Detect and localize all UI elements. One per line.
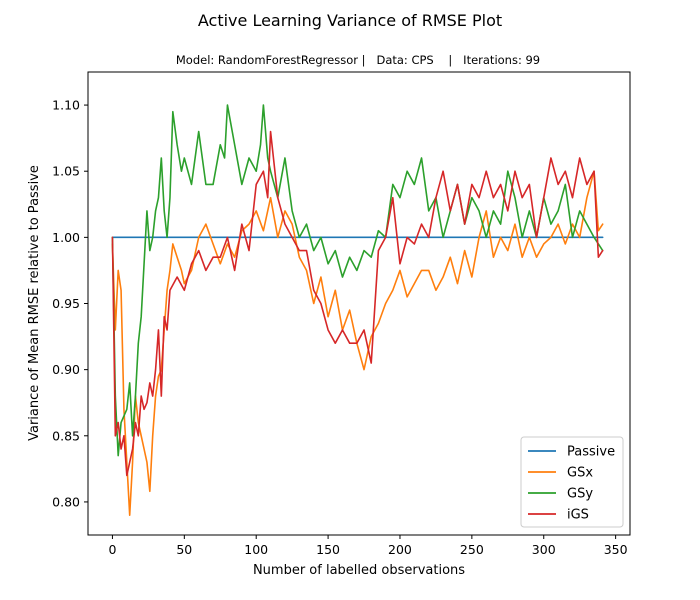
legend-label-passive: Passive — [567, 445, 615, 460]
chart-title: Active Learning Variance of RMSE Plot — [198, 11, 502, 30]
series-line-gsy — [111, 104, 604, 457]
y-axis-label: Variance of Mean RMSE relative to Passiv… — [27, 165, 42, 441]
legend-label-gsx: GSx — [567, 466, 593, 481]
plot-area — [87, 71, 631, 536]
x-tick-label: 0 — [108, 542, 116, 557]
legend: Passive GSx GSy iGS — [520, 436, 624, 528]
y-tick-label: 0.95 — [52, 296, 80, 311]
x-tick-label: 200 — [388, 542, 412, 557]
y-tick-label: 1.05 — [52, 164, 80, 179]
x-axis: 0 50 100 150 200 250 300 350 — [108, 535, 628, 557]
legend-box — [520, 436, 624, 528]
x-tick-label: 350 — [604, 542, 628, 557]
chart-subtitle: Model: RandomForestRegressor | Data: CPS… — [176, 53, 540, 67]
y-axis: 0.80 0.85 0.90 0.95 1.00 1.05 1.10 — [52, 98, 88, 509]
legend-label-igs: iGS — [567, 508, 589, 523]
y-tick-label: 0.80 — [52, 494, 80, 509]
series-line-gsx — [111, 170, 604, 516]
y-tick-label: 1.00 — [52, 230, 80, 245]
x-axis-label: Number of labelled observations — [253, 563, 465, 578]
x-tick-label: 150 — [316, 542, 340, 557]
x-tick-label: 250 — [460, 542, 484, 557]
y-tick-label: 0.85 — [52, 428, 80, 443]
series-line-igs — [111, 130, 604, 477]
x-tick-label: 50 — [176, 542, 192, 557]
series-layer — [111, 104, 604, 516]
x-tick-label: 100 — [244, 542, 268, 557]
y-tick-label: 0.90 — [52, 362, 80, 377]
x-tick-label: 300 — [532, 542, 556, 557]
legend-label-gsy: GSy — [567, 487, 593, 502]
y-tick-label: 1.10 — [52, 98, 80, 113]
